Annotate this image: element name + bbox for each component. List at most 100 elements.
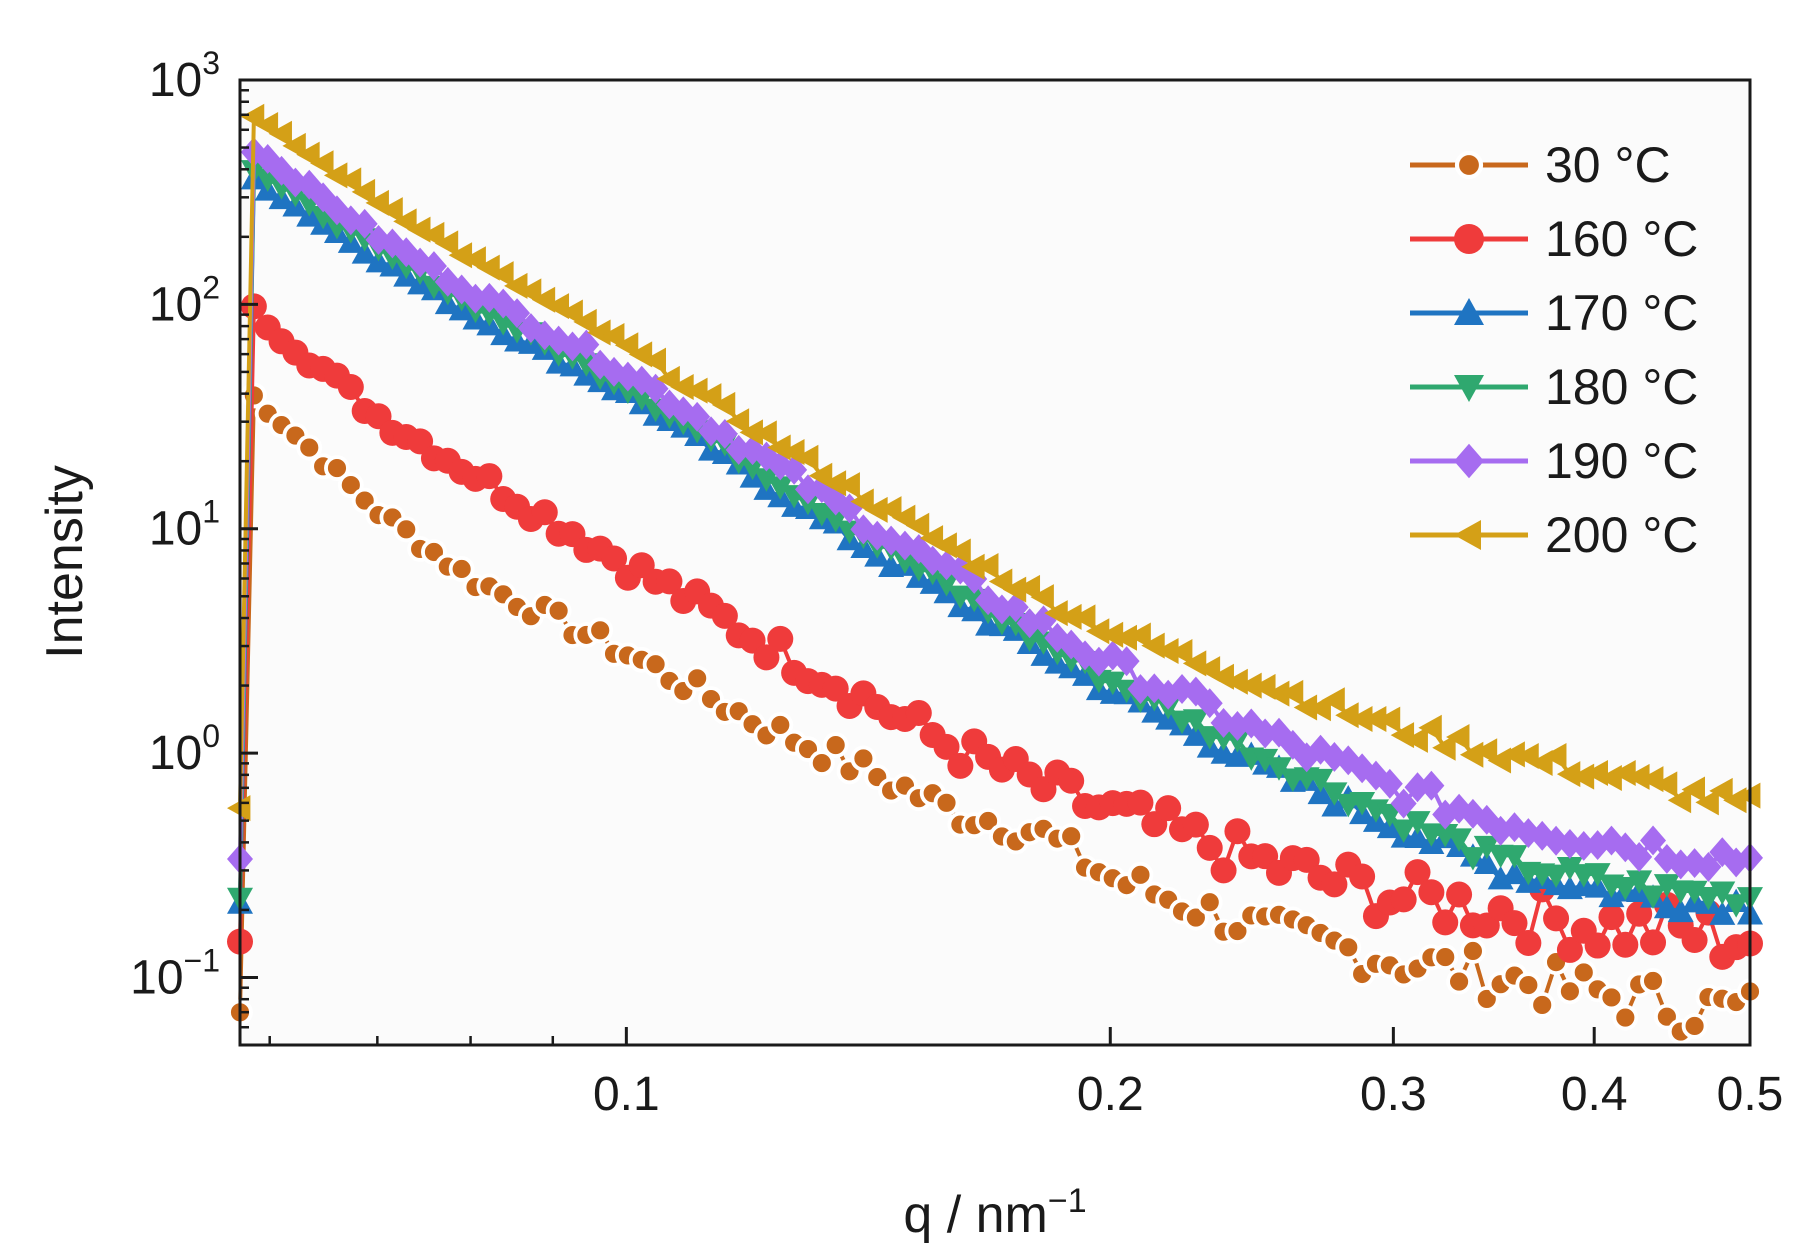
data-point-0-70 <box>1196 889 1223 916</box>
data-point-5-28 <box>614 332 639 359</box>
y-tick-label-4: 10−1 <box>130 942 220 1004</box>
data-point-5-107 <box>1709 777 1733 804</box>
data-point-5-49 <box>905 512 930 539</box>
data-point-2-90 <box>1473 850 1500 874</box>
data-point-4-104 <box>1667 849 1694 880</box>
data-point-1-43 <box>822 675 849 702</box>
data-point-0-54 <box>975 808 1001 834</box>
x-tick-label-2: 0.3 <box>1360 1068 1427 1121</box>
data-point-4-100 <box>1612 832 1639 863</box>
data-point-0-16 <box>448 556 475 582</box>
data-point-2-9 <box>351 240 378 264</box>
data-point-0-5 <box>296 434 323 461</box>
data-point-4-55 <box>988 594 1015 625</box>
y-tick-exp-1: 2 <box>202 269 220 305</box>
data-point-5-24 <box>559 299 583 326</box>
data-point-1-49 <box>905 699 932 726</box>
data-point-5-44 <box>836 472 860 499</box>
data-point-0-89 <box>1460 938 1486 964</box>
data-point-2-107 <box>1709 901 1736 925</box>
data-point-3-108 <box>1723 894 1750 918</box>
data-point-3-85 <box>1404 811 1431 835</box>
data-point-3-100 <box>1612 877 1639 901</box>
data-point-1-71 <box>1210 857 1237 884</box>
data-point-1-52 <box>947 752 974 779</box>
data-point-2-104 <box>1667 898 1694 923</box>
data-point-4-87 <box>1432 799 1459 830</box>
data-point-5-86 <box>1418 714 1442 741</box>
data-point-5-57 <box>1016 574 1041 601</box>
data-point-1-95 <box>1543 905 1570 932</box>
data-point-4-67 <box>1155 679 1182 710</box>
data-point-3-78 <box>1307 768 1334 793</box>
data-point-5-8 <box>337 167 362 194</box>
data-point-1-27 <box>601 545 628 572</box>
data-point-3-79 <box>1321 782 1348 806</box>
data-point-5-89 <box>1459 741 1484 768</box>
data-point-3-92 <box>1501 845 1528 869</box>
data-point-4-93 <box>1515 818 1542 848</box>
data-point-0-23 <box>545 597 572 624</box>
data-point-3-90 <box>1473 835 1500 860</box>
y-tick-base-0: 10 <box>149 54 202 107</box>
data-point-1-79 <box>1321 871 1348 898</box>
data-point-5-63 <box>1099 621 1124 648</box>
data-point-1-93 <box>1515 929 1542 956</box>
data-point-5-62 <box>1085 618 1110 645</box>
y-tick-label-1: 102 <box>149 269 220 331</box>
data-point-0-80 <box>1335 934 1362 961</box>
y-tick-label-0: 103 <box>149 45 220 107</box>
data-point-5-103 <box>1653 771 1678 798</box>
x-axis-title-exponent: −1 <box>1048 1182 1087 1220</box>
data-point-3-84 <box>1390 819 1417 843</box>
data-point-1-65 <box>1127 789 1154 816</box>
x-axis: 0.1 0.2 0.3 0.4 0.5 <box>268 1027 1783 1121</box>
data-point-5-36 <box>725 408 750 435</box>
data-point-0-96 <box>1556 978 1583 1005</box>
data-point-4-17 <box>462 283 489 314</box>
data-point-5-87 <box>1432 734 1456 761</box>
data-point-5-65 <box>1127 622 1151 649</box>
data-point-5-53 <box>961 553 985 580</box>
legend-marker-0 <box>1454 150 1484 180</box>
data-point-4-81 <box>1349 753 1376 784</box>
data-point-1-70 <box>1196 834 1223 861</box>
data-point-4-50 <box>919 545 946 576</box>
data-point-5-72 <box>1224 668 1248 695</box>
y-tick-label-2: 101 <box>149 494 220 556</box>
data-point-4-14 <box>420 251 447 282</box>
data-point-4-10 <box>365 224 392 255</box>
data-point-5-43 <box>822 470 847 497</box>
x-tick-label-1: 0.2 <box>1077 1068 1144 1121</box>
data-point-4-47 <box>878 525 905 556</box>
x-axis-title: q / nm−1 <box>903 1182 1086 1244</box>
data-point-0-39 <box>767 711 794 738</box>
data-point-5-75 <box>1265 680 1290 707</box>
data-point-5-67 <box>1155 638 1179 665</box>
data-point-4-9 <box>351 208 378 239</box>
data-point-1-1 <box>240 293 267 320</box>
data-point-4-36 <box>725 434 752 465</box>
data-point-4-79 <box>1321 742 1348 772</box>
data-point-0-42 <box>808 750 835 777</box>
data-point-4-73 <box>1238 708 1265 739</box>
data-point-4-74 <box>1252 718 1279 749</box>
data-point-4-45 <box>850 514 877 545</box>
data-point-3-74 <box>1252 748 1279 773</box>
data-point-5-82 <box>1362 705 1387 732</box>
y-tick-exp-2: 1 <box>202 494 220 530</box>
data-point-1-92 <box>1501 910 1528 937</box>
data-point-4-98 <box>1584 830 1611 861</box>
data-point-1-67 <box>1155 795 1182 822</box>
data-point-4-76 <box>1279 729 1306 760</box>
series-0 <box>227 382 1763 1045</box>
data-point-4-25 <box>573 329 600 360</box>
legend: 30 °C 160 °C 170 °C 180 °C 190 °C 200 °C <box>1410 137 1698 563</box>
data-point-5-77 <box>1293 694 1318 721</box>
legend-item-3: 180 °C <box>1410 359 1698 415</box>
data-point-1-72 <box>1224 818 1251 845</box>
data-point-0-100 <box>1612 1004 1639 1031</box>
data-point-0-105 <box>1681 1013 1708 1039</box>
legend-item-1: 160 °C <box>1410 211 1698 267</box>
